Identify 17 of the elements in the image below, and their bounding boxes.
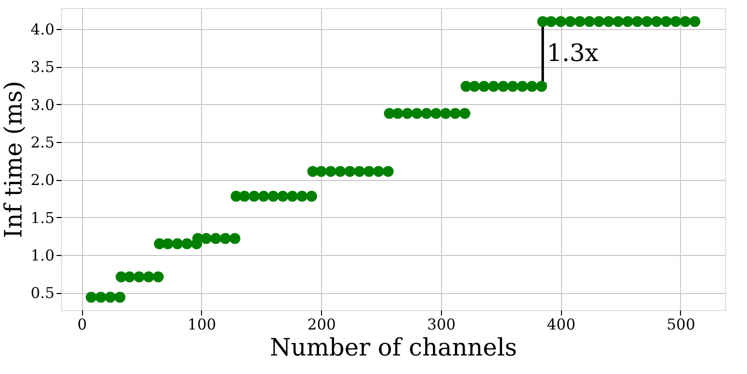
- y-tick-label: 4.0: [30, 20, 54, 39]
- y-tick-label: 0.5: [30, 284, 54, 302]
- y-tick-label: 3.5: [30, 58, 54, 76]
- x-tick-label: 0: [77, 316, 87, 334]
- y-tick-label: 1.0: [30, 246, 54, 265]
- x-tick-label: 400: [546, 316, 576, 334]
- x-tick-label: 300: [427, 316, 456, 334]
- y-tick-label: 2.0: [30, 171, 54, 190]
- y-tick-label: 3.0: [30, 96, 54, 114]
- x-tick-label: 200: [307, 316, 336, 334]
- y-axis-title: Inf time (ms): [0, 80, 28, 238]
- annotation: 1.3x: [546, 38, 599, 67]
- y-tick-label: 1.5: [30, 208, 54, 227]
- x-axis-title: Number of channels: [270, 334, 518, 362]
- y-tick-label: 2.5: [30, 134, 54, 152]
- x-tick-label: 100: [188, 316, 216, 334]
- x-tick-label: 500: [666, 316, 696, 334]
